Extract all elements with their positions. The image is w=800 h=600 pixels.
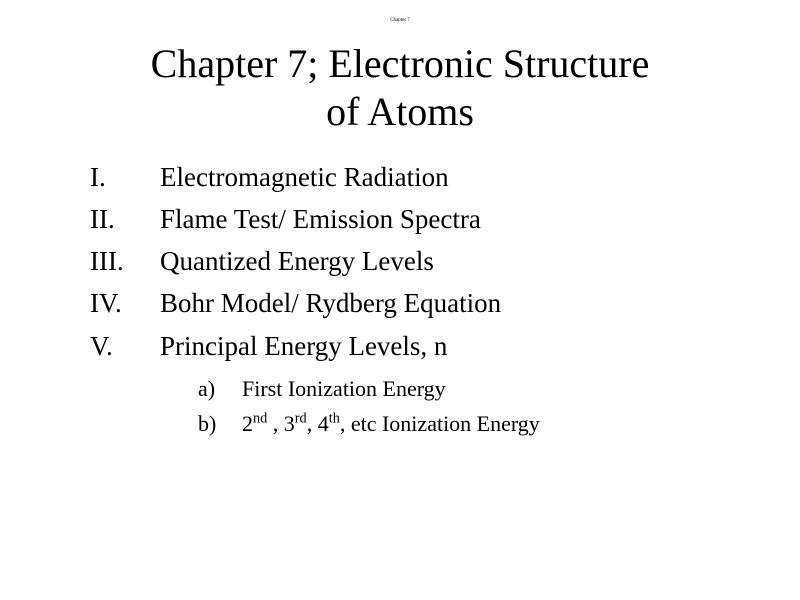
sub-item: b) 2nd , 3rd, 4th, etc Ionization Energy: [198, 407, 710, 440]
page-title: Chapter 7; Electronic Structure of Atoms: [90, 40, 710, 136]
sub-text: First Ionization Energy: [242, 372, 710, 405]
outline-item: III. Quantized Energy Levels: [90, 242, 710, 281]
outline-marker: I.: [90, 158, 160, 197]
sub-item: a) First Ionization Energy: [198, 372, 710, 405]
outline-marker: V.: [90, 327, 160, 366]
outline-text: Quantized Energy Levels: [160, 242, 710, 281]
sub-list: a) First Ionization Energy b) 2nd , 3rd,…: [90, 372, 710, 440]
title-line-2: of Atoms: [326, 89, 474, 134]
outline-item: I. Electromagnetic Radiation: [90, 158, 710, 197]
outline-item: IV. Bohr Model/ Rydberg Equation: [90, 284, 710, 323]
outline-item: V. Principal Energy Levels, n: [90, 327, 710, 366]
sub-marker: a): [198, 372, 242, 405]
sub-text: 2nd , 3rd, 4th, etc Ionization Energy: [242, 407, 710, 440]
header-watermark: Chapter 7: [390, 18, 410, 23]
outline-text: Bohr Model/ Rydberg Equation: [160, 284, 710, 323]
outline-text: Principal Energy Levels, n: [160, 327, 710, 366]
title-line-1: Chapter 7; Electronic Structure: [151, 41, 650, 86]
outline-marker: IV.: [90, 284, 160, 323]
outline-marker: II.: [90, 200, 160, 239]
outline-list: I. Electromagnetic Radiation II. Flame T…: [90, 158, 710, 366]
outline-text: Electromagnetic Radiation: [160, 158, 710, 197]
sub-marker: b): [198, 407, 242, 440]
outline-marker: III.: [90, 242, 160, 281]
outline-item: II. Flame Test/ Emission Spectra: [90, 200, 710, 239]
outline-text: Flame Test/ Emission Spectra: [160, 200, 710, 239]
